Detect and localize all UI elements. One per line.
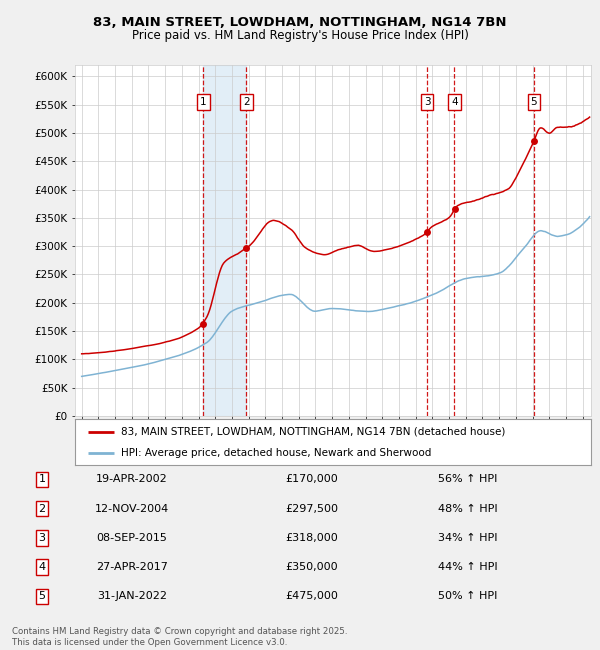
Text: 3: 3 [424, 97, 430, 107]
Text: Price paid vs. HM Land Registry's House Price Index (HPI): Price paid vs. HM Land Registry's House … [131, 29, 469, 42]
Text: 4: 4 [38, 562, 46, 572]
Text: 44% ↑ HPI: 44% ↑ HPI [438, 562, 498, 572]
Text: 1: 1 [38, 474, 46, 484]
Text: £475,000: £475,000 [286, 592, 338, 601]
Text: 12-NOV-2004: 12-NOV-2004 [95, 504, 169, 514]
Bar [203, 65, 247, 416]
Text: 83, MAIN STREET, LOWDHAM, NOTTINGHAM, NG14 7BN: 83, MAIN STREET, LOWDHAM, NOTTINGHAM, NG… [93, 16, 507, 29]
Text: 19-APR-2002: 19-APR-2002 [96, 474, 168, 484]
Text: 56% ↑ HPI: 56% ↑ HPI [439, 474, 497, 484]
Text: 50% ↑ HPI: 50% ↑ HPI [439, 592, 497, 601]
Text: 48% ↑ HPI: 48% ↑ HPI [438, 504, 498, 514]
Text: 5: 5 [38, 592, 46, 601]
Text: £297,500: £297,500 [286, 504, 338, 514]
Text: 83, MAIN STREET, LOWDHAM, NOTTINGHAM, NG14 7BN (detached house): 83, MAIN STREET, LOWDHAM, NOTTINGHAM, NG… [121, 427, 506, 437]
Text: 27-APR-2017: 27-APR-2017 [96, 562, 168, 572]
Text: 4: 4 [451, 97, 458, 107]
Text: 31-JAN-2022: 31-JAN-2022 [97, 592, 167, 601]
Text: 2: 2 [243, 97, 250, 107]
Text: 1: 1 [200, 97, 207, 107]
Text: £350,000: £350,000 [286, 562, 338, 572]
Text: HPI: Average price, detached house, Newark and Sherwood: HPI: Average price, detached house, Newa… [121, 448, 432, 458]
Text: Contains HM Land Registry data © Crown copyright and database right 2025.
This d: Contains HM Land Registry data © Crown c… [12, 627, 347, 647]
Text: 2: 2 [38, 504, 46, 514]
Text: 5: 5 [530, 97, 537, 107]
Text: £318,000: £318,000 [286, 533, 338, 543]
Text: 08-SEP-2015: 08-SEP-2015 [97, 533, 167, 543]
Text: £170,000: £170,000 [286, 474, 338, 484]
Text: 3: 3 [38, 533, 46, 543]
Text: 34% ↑ HPI: 34% ↑ HPI [438, 533, 498, 543]
